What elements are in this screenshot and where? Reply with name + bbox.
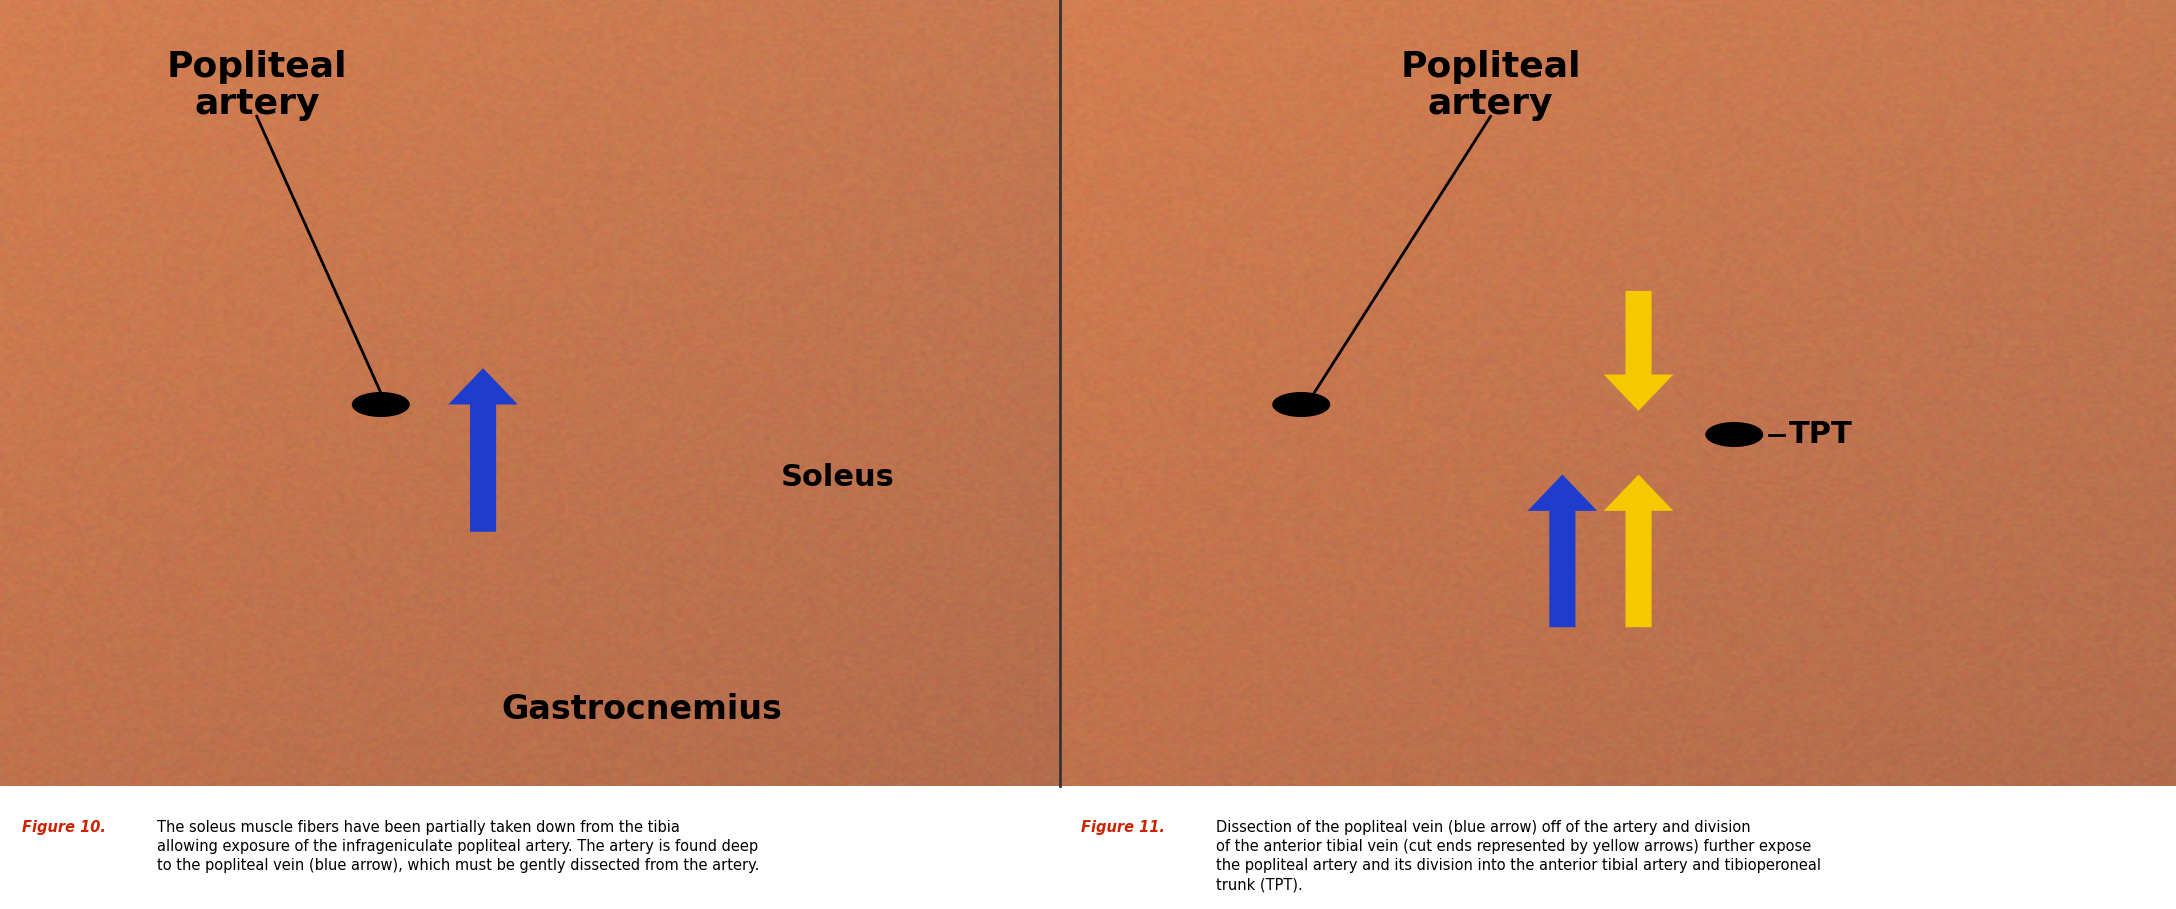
Text: Gastrocnemius: Gastrocnemius	[500, 693, 783, 725]
Text: Dissection of the popliteal vein (blue arrow) off of the artery and division
of : Dissection of the popliteal vein (blue a…	[1216, 820, 1821, 893]
FancyArrow shape	[448, 368, 518, 532]
Text: Popliteal
artery: Popliteal artery	[168, 50, 346, 121]
Text: Soleus: Soleus	[781, 463, 894, 492]
Text: The soleus muscle fibers have been partially taken down from the tibia
allowing : The soleus muscle fibers have been parti…	[157, 820, 759, 874]
Text: Popliteal
artery: Popliteal artery	[1401, 50, 1580, 121]
FancyArrow shape	[1604, 474, 1673, 627]
Text: TPT: TPT	[1789, 420, 1852, 449]
FancyArrow shape	[1604, 291, 1673, 411]
Circle shape	[353, 393, 409, 416]
Text: Figure 10.: Figure 10.	[22, 820, 107, 835]
Bar	[0, 786, 2176, 909]
FancyArrow shape	[1528, 474, 1597, 627]
Circle shape	[1273, 393, 1330, 416]
Circle shape	[1706, 423, 1763, 446]
Text: Figure 11.: Figure 11.	[1081, 820, 1166, 835]
